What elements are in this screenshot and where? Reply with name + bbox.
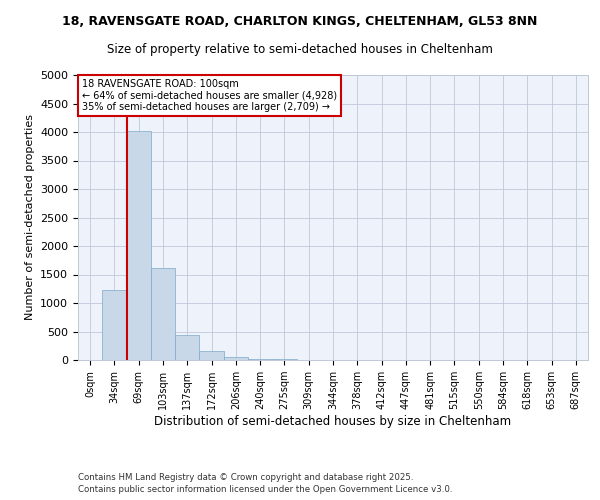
Bar xyxy=(127,131,151,360)
Text: 18, RAVENSGATE ROAD, CHARLTON KINGS, CHELTENHAM, GL53 8NN: 18, RAVENSGATE ROAD, CHARLTON KINGS, CHE… xyxy=(62,15,538,28)
Text: Size of property relative to semi-detached houses in Cheltenham: Size of property relative to semi-detach… xyxy=(107,42,493,56)
Text: 18 RAVENSGATE ROAD: 100sqm
← 64% of semi-detached houses are smaller (4,928)
35%: 18 RAVENSGATE ROAD: 100sqm ← 64% of semi… xyxy=(82,79,337,112)
Bar xyxy=(199,351,224,360)
Bar xyxy=(224,357,248,360)
Bar xyxy=(102,290,127,360)
X-axis label: Distribution of semi-detached houses by size in Cheltenham: Distribution of semi-detached houses by … xyxy=(154,415,512,428)
Bar xyxy=(151,268,175,360)
Bar xyxy=(248,359,272,360)
Text: Contains HM Land Registry data © Crown copyright and database right 2025.: Contains HM Land Registry data © Crown c… xyxy=(78,472,413,482)
Y-axis label: Number of semi-detached properties: Number of semi-detached properties xyxy=(25,114,35,320)
Bar xyxy=(175,336,199,360)
Text: Contains public sector information licensed under the Open Government Licence v3: Contains public sector information licen… xyxy=(78,485,452,494)
